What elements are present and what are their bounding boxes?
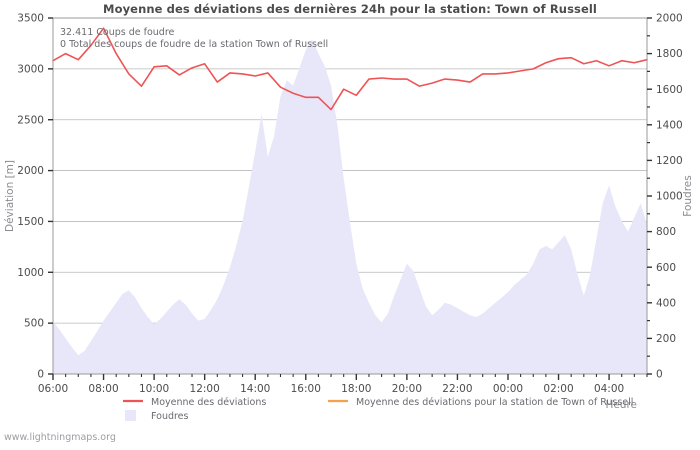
y2-axis-title: Foudres xyxy=(682,175,694,216)
y-axis-tick-label: 3000 xyxy=(17,63,44,75)
y-axis-tick-label: 1500 xyxy=(17,216,44,228)
x-axis-tick-label: 22:00 xyxy=(442,383,472,395)
x-axis-tick-label: 06:00 xyxy=(38,383,68,395)
x-axis-tick-label: 04:00 xyxy=(594,383,624,395)
y2-axis-tick-label: 1000 xyxy=(656,191,683,203)
y2-axis-tick-label: 1800 xyxy=(656,48,683,60)
y2-axis-tick-label: 1200 xyxy=(656,155,683,167)
legend-label: Moyenne des déviations xyxy=(151,397,266,408)
chart-annotation-0: 32.411 Coups de foudre xyxy=(60,27,175,38)
chart-annotation-1: 0 Total des coups de foudre de la statio… xyxy=(60,39,328,50)
series-line-0 xyxy=(52,27,648,111)
y-axis-tick-label: 1000 xyxy=(17,267,44,279)
x-axis-tick-label: 08:00 xyxy=(88,383,118,395)
y-axis-title: Déviation [m] xyxy=(4,160,16,232)
y2-axis-tick-label: 600 xyxy=(656,262,676,274)
x-axis-tick-label: 12:00 xyxy=(190,383,220,395)
legend-label: Moyenne des déviations pour la station d… xyxy=(356,397,633,408)
y-axis-tick-label: 2000 xyxy=(17,165,44,177)
y2-axis-tick-label: 400 xyxy=(656,297,676,309)
y2-axis-tick-label: 800 xyxy=(656,226,676,238)
legend-swatch-foudres xyxy=(125,410,136,421)
y2-axis-tick-label: 2000 xyxy=(656,13,683,25)
y-axis-tick-label: 500 xyxy=(24,318,44,330)
legend-label: Foudres xyxy=(151,411,189,422)
x-axis-tick-label: 20:00 xyxy=(392,383,422,395)
y2-axis-tick-label: 1600 xyxy=(656,84,683,96)
x-axis-title: Heure xyxy=(605,399,637,411)
x-axis-tick-label: 00:00 xyxy=(493,383,523,395)
y-axis-tick-label: 0 xyxy=(37,369,44,381)
x-axis-tick-label: 18:00 xyxy=(341,383,371,395)
chart-title: Moyenne des déviations des dernières 24h… xyxy=(103,2,597,16)
y-axis-tick-label: 2500 xyxy=(17,114,44,126)
x-axis-tick-label: 16:00 xyxy=(291,383,321,395)
x-axis-tick-label: 10:00 xyxy=(139,383,169,395)
x-axis-tick-label: 02:00 xyxy=(543,383,573,395)
x-axis-tick-label: 14:00 xyxy=(240,383,270,395)
footer-url: www.lightningmaps.org xyxy=(4,432,116,443)
y2-axis-tick-label: 0 xyxy=(656,369,663,381)
y2-axis-tick-label: 200 xyxy=(656,333,676,345)
series-area-foudres xyxy=(53,39,647,375)
y-axis-tick-label: 3500 xyxy=(17,13,44,25)
y2-axis-tick-label: 1400 xyxy=(656,119,683,131)
